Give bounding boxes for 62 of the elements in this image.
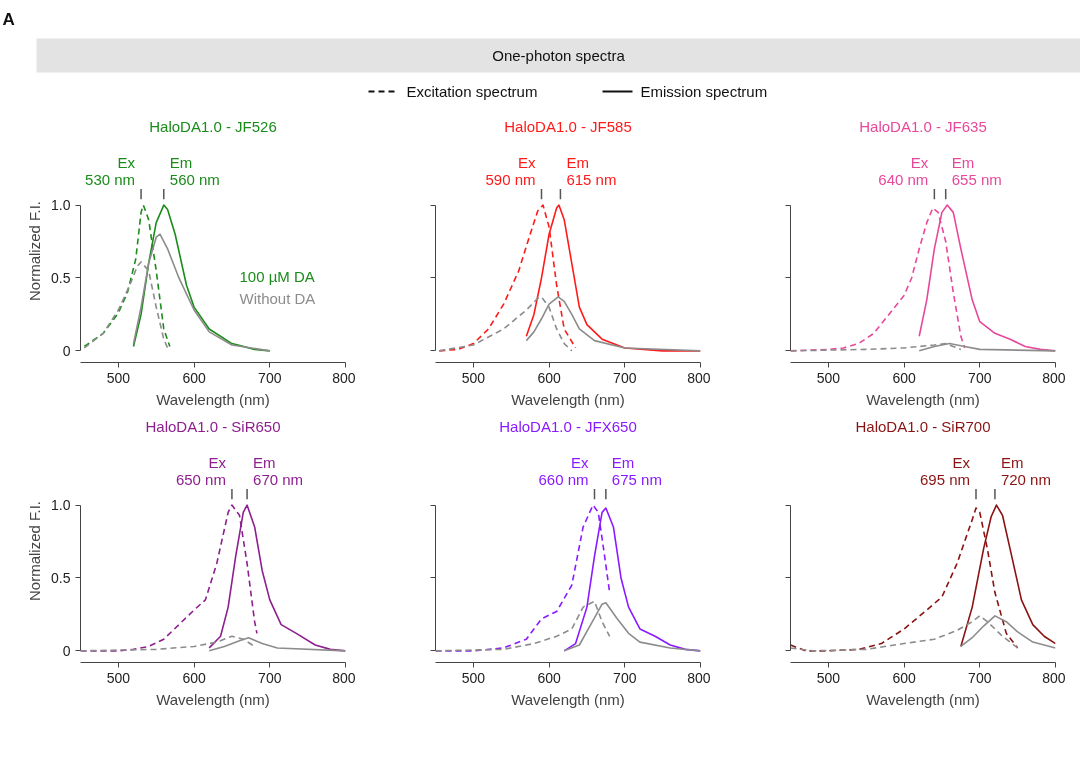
- x-tick-label: 500: [461, 669, 486, 686]
- x-tick-label: 700: [613, 669, 637, 686]
- x-tick-label: 700: [613, 369, 637, 386]
- x-tick-label: 800: [687, 369, 711, 386]
- x-tick-label: 600: [892, 669, 916, 686]
- annotation: Ex 640 nm: [878, 153, 929, 188]
- annotation: Ex 530 nm: [85, 153, 136, 188]
- x-tick-label: 500: [816, 369, 841, 386]
- chart-title: HaloDA1.0 - SiR700: [855, 417, 991, 435]
- y-tick-label: 0: [62, 342, 71, 359]
- x-tick-label: 800: [1042, 669, 1066, 686]
- x-tick-label: 800: [332, 669, 356, 686]
- x-tick-label: 600: [537, 669, 561, 686]
- annotation: Ex 650 nm: [175, 453, 227, 488]
- annotation: Em 720 nm: [1000, 453, 1051, 488]
- chart-title: HaloDA1.0 - JF635: [859, 117, 987, 135]
- text: Excitation spectrum: [406, 83, 538, 100]
- x-tick-label: 600: [182, 369, 206, 386]
- text: Emission spectrum: [640, 83, 768, 100]
- x-tick-label: 700: [968, 369, 992, 386]
- x-tick-label: 800: [1042, 369, 1066, 386]
- text: 100 µM DA: [239, 268, 315, 286]
- y-tick-label: 1.0: [51, 497, 71, 514]
- annotation: Em 560 nm: [169, 153, 220, 188]
- x-axis-title: Wavelength (nm): [156, 390, 270, 408]
- x-axis-title: Wavelength (nm): [511, 390, 625, 408]
- chart-title: HaloDA1.0 - JF526: [149, 117, 277, 135]
- chart-title: HaloDA1.0 - JF585: [504, 117, 632, 135]
- y-tick-label: 1.0: [51, 197, 71, 214]
- x-tick-label: 600: [182, 669, 206, 686]
- x-tick-label: 500: [106, 369, 131, 386]
- x-tick-label: 700: [258, 369, 282, 386]
- x-axis-title: Wavelength (nm): [511, 690, 625, 708]
- y-tick-label: 0.5: [51, 569, 71, 586]
- chart-title: HaloDA1.0 - JFX650: [499, 417, 637, 435]
- x-axis-title: Wavelength (nm): [866, 690, 980, 708]
- x-tick-label: 800: [687, 669, 711, 686]
- annotation: Em 615 nm: [566, 153, 617, 188]
- y-axis-title: Normalized F.I.: [26, 200, 44, 302]
- x-tick-label: 600: [892, 369, 916, 386]
- y-tick-label: 0: [62, 642, 71, 659]
- x-axis-title: Wavelength (nm): [156, 690, 270, 708]
- annotation: Em 655 nm: [951, 153, 1002, 188]
- y-tick-label: 0.5: [51, 269, 71, 286]
- annotation: Em 675 nm: [611, 453, 662, 488]
- y-axis-title: Normalized F.I.: [26, 500, 44, 602]
- chart-title: HaloDA1.0 - SiR650: [145, 417, 281, 435]
- x-tick-label: 700: [258, 669, 282, 686]
- annotation: Em 670 nm: [253, 453, 304, 488]
- x-tick-label: 500: [461, 369, 486, 386]
- annotation: Ex 660 nm: [538, 453, 589, 488]
- x-tick-label: 700: [968, 669, 992, 686]
- text: One-photon spectra: [492, 47, 626, 64]
- x-tick-label: 800: [332, 369, 356, 386]
- x-tick-label: 500: [816, 669, 841, 686]
- annotation: Ex 590 nm: [485, 153, 536, 188]
- annotation: Ex 695 nm: [919, 453, 971, 488]
- x-tick-label: 600: [537, 369, 561, 386]
- x-tick-label: 500: [106, 669, 131, 686]
- x-axis-title: Wavelength (nm): [866, 390, 980, 408]
- text: Without DA: [239, 290, 316, 308]
- text: A: [2, 9, 15, 29]
